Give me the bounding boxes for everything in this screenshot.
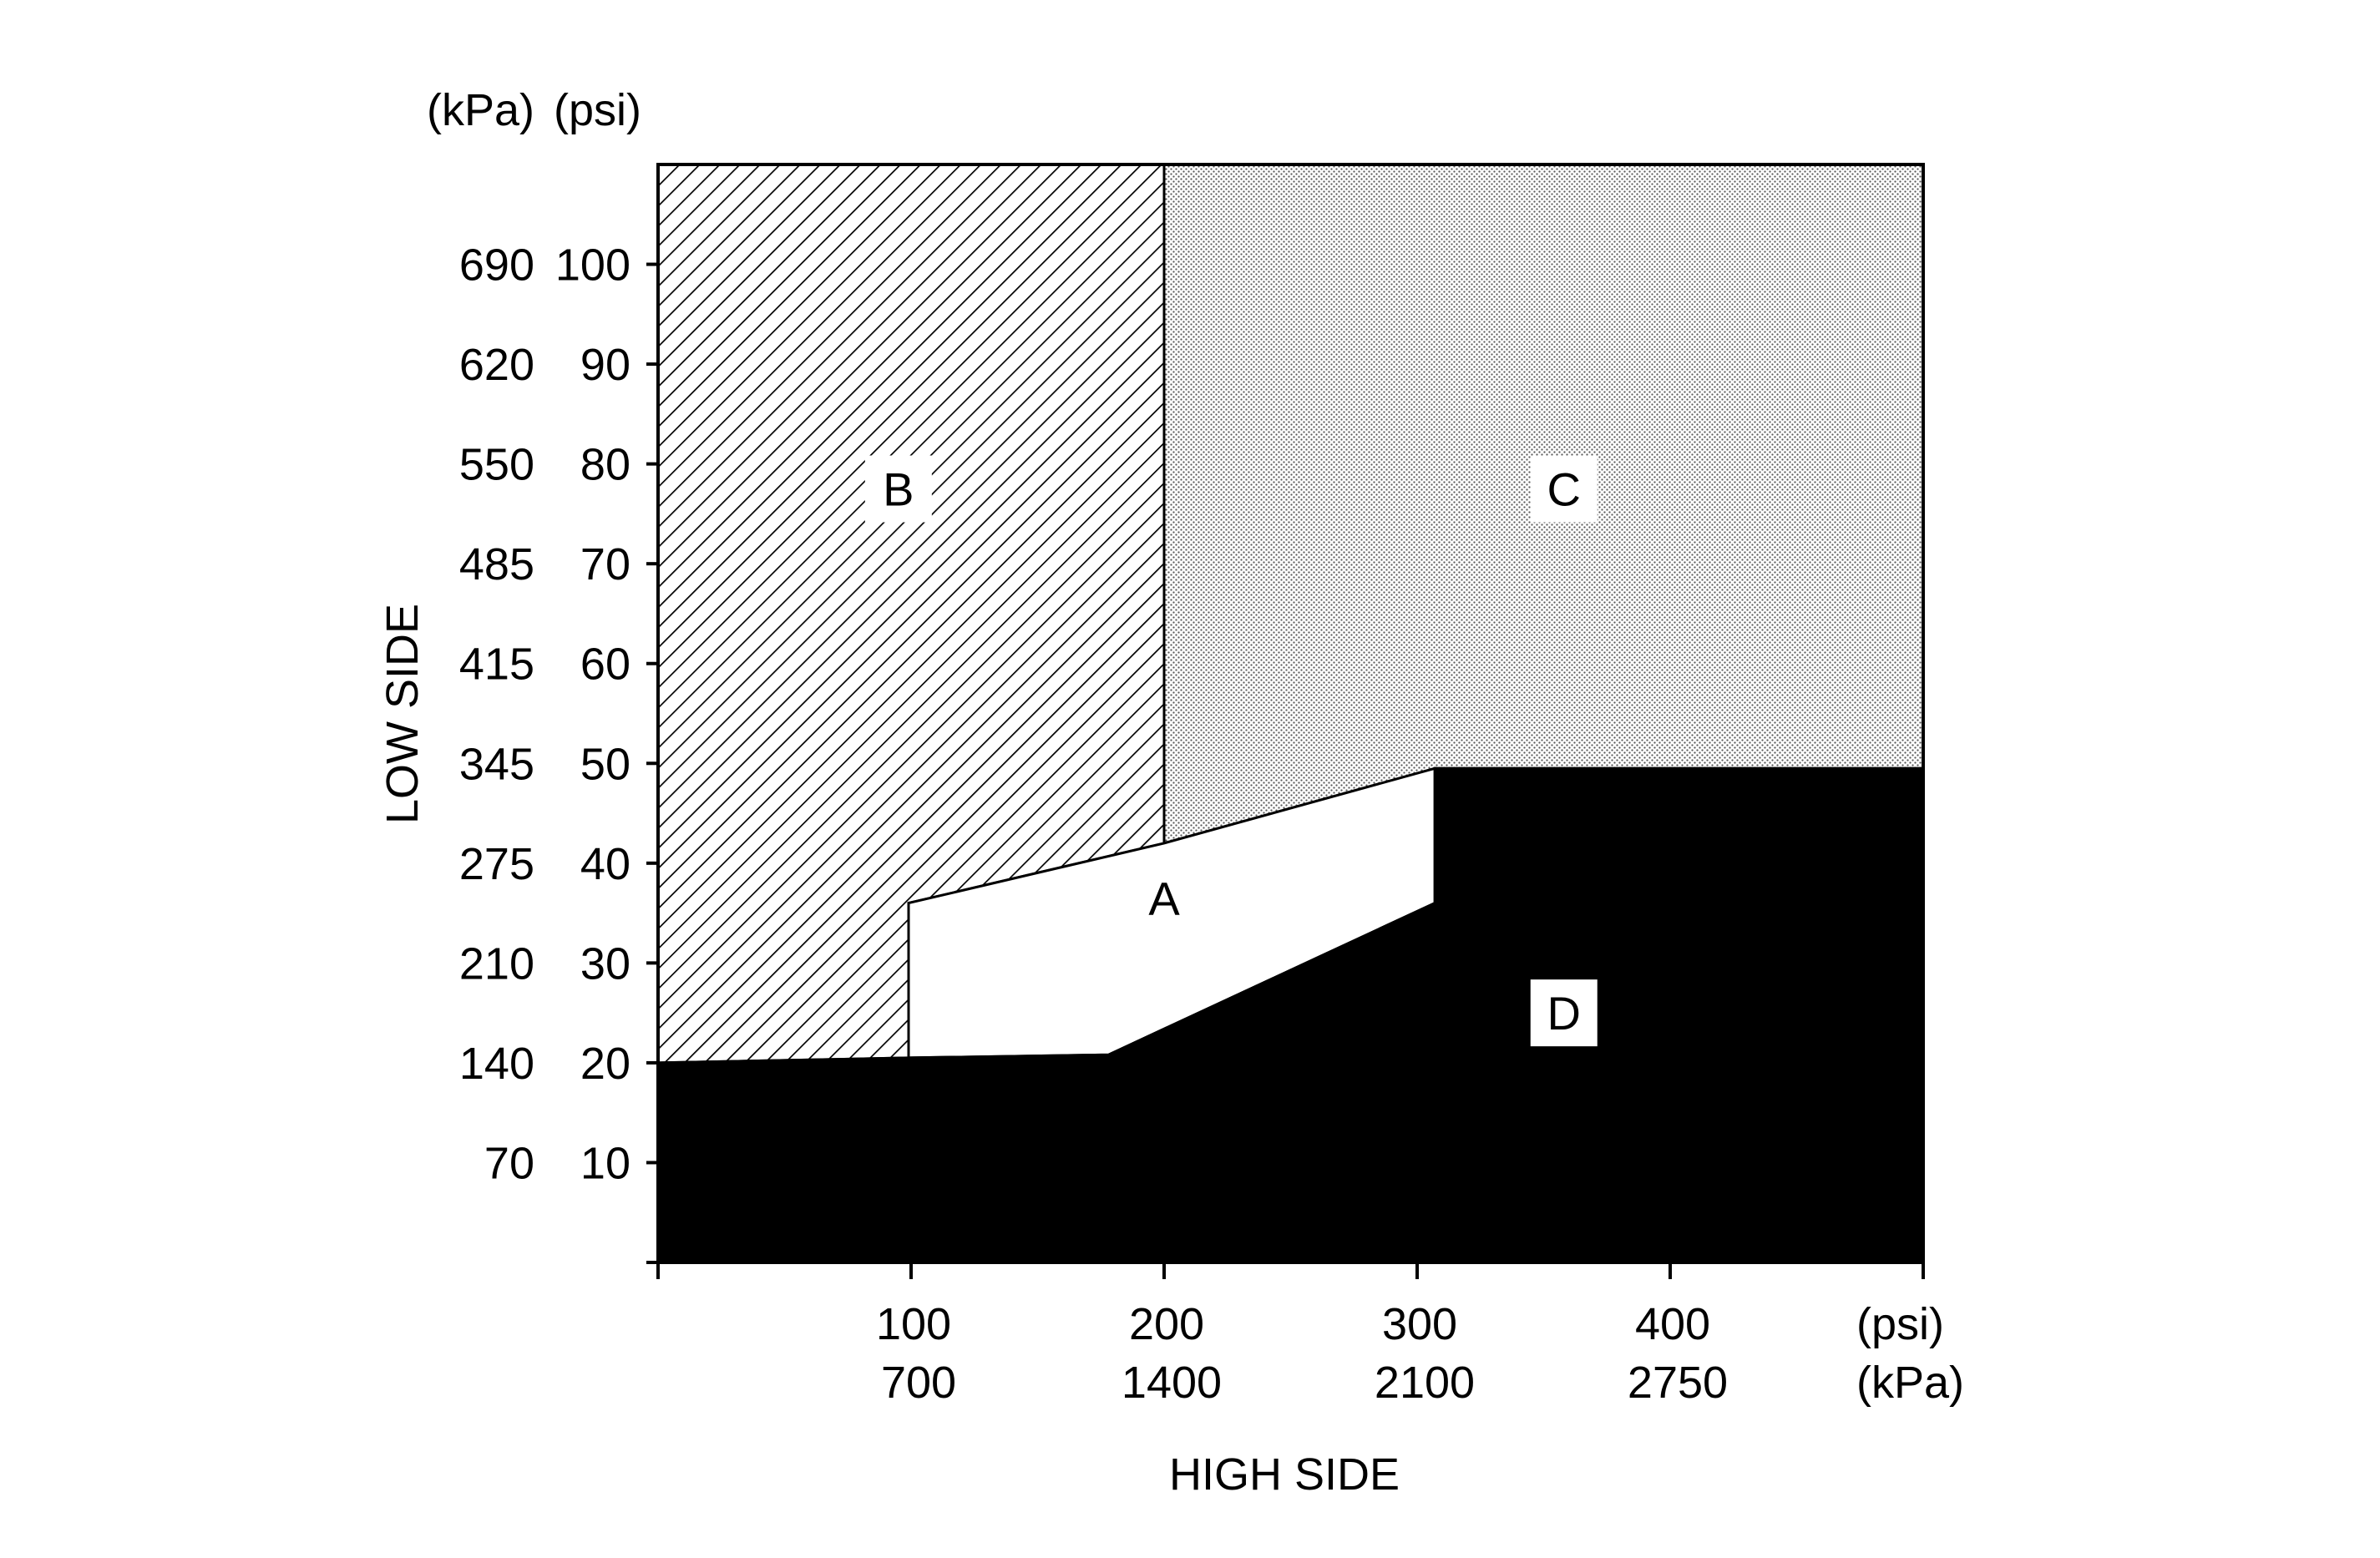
x-tick-label-kpa: 2750 (1628, 1358, 1728, 1408)
x-unit-label-kpa: (kPa) (1856, 1358, 1964, 1408)
y-tick-label-psi: 50 (580, 739, 630, 789)
y-tick-label-kpa: 550 (459, 440, 534, 490)
x-tick-label-psi: 100 (876, 1299, 951, 1349)
region-label-box-c (1530, 455, 1598, 523)
region-label-a: A (1148, 873, 1180, 925)
y-tick-label-psi: 20 (580, 1039, 630, 1089)
y-tick-label-kpa: 140 (459, 1039, 534, 1089)
plot-frame (656, 163, 1925, 1264)
x-tick-label-kpa: 2100 (1375, 1358, 1475, 1408)
y-unit-label-kpa: (kPa) (427, 85, 534, 135)
region-label-c: C (1547, 463, 1581, 516)
x-tick-label-psi: 400 (1635, 1299, 1710, 1349)
y-tick-label-psi: 10 (580, 1138, 630, 1188)
y-tick-label-psi: 40 (580, 839, 630, 889)
y-tick-label-psi: 90 (580, 340, 630, 390)
y-tick-label-kpa: 345 (459, 739, 534, 789)
x-tick-label-psi: 300 (1382, 1299, 1457, 1349)
y-tick-label-kpa: 275 (459, 839, 534, 889)
y-tick-label-kpa: 415 (459, 640, 534, 690)
y-tick-label-kpa: 485 (459, 539, 534, 589)
region-label-b: B (883, 463, 914, 516)
region-label-box-d (1530, 979, 1598, 1047)
y-tick-label-kpa: 210 (459, 938, 534, 989)
y-tick-label-kpa: 690 (459, 240, 534, 291)
y-axis-title: LOW SIDE (377, 604, 428, 824)
y-tick-label-psi: 60 (580, 640, 630, 690)
x-tick-label-kpa: 1400 (1122, 1358, 1222, 1408)
region-label-d: D (1547, 987, 1581, 1040)
x-unit-label-psi: (psi) (1856, 1299, 1944, 1349)
x-tick-label-kpa: 700 (881, 1358, 956, 1408)
y-tick-label-psi: 70 (580, 539, 630, 589)
y-unit-label-psi: (psi) (554, 85, 641, 135)
y-tick-label-psi: 80 (580, 440, 630, 490)
y-tick-label-kpa: 70 (484, 1138, 534, 1188)
x-axis-title: HIGH SIDE (1169, 1449, 1400, 1500)
x-tick-label-psi: 200 (1129, 1299, 1204, 1349)
y-tick-label-kpa: 620 (459, 340, 534, 390)
y-tick-label-psi: 30 (580, 938, 630, 989)
region-label-box-b (864, 455, 932, 523)
y-tick-label-psi: 100 (555, 240, 630, 291)
